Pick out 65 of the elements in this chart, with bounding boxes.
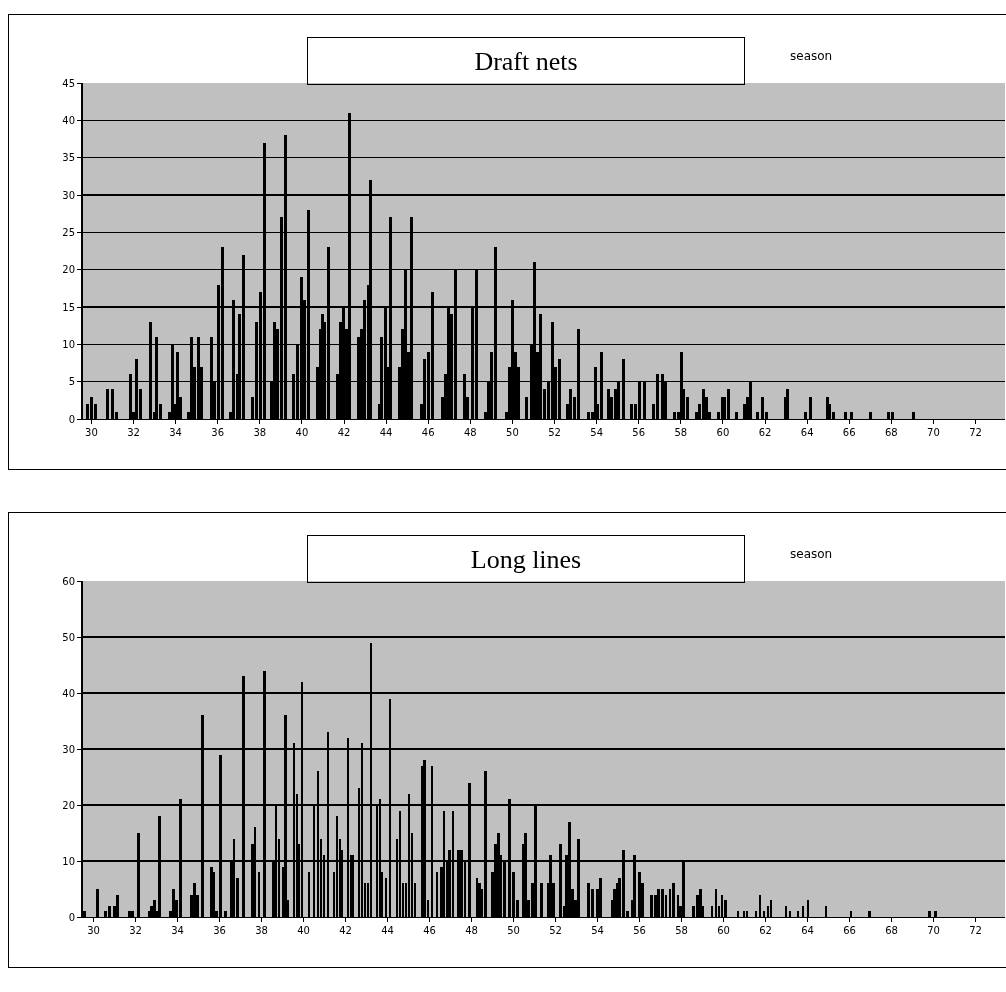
x-tick-label: 38 <box>255 925 268 936</box>
x-tick-label: 50 <box>507 925 520 936</box>
y-tick-label: 20 <box>62 264 75 276</box>
x-tick-label: 32 <box>127 427 140 438</box>
y-tick-label: 40 <box>62 687 75 699</box>
x-tick-label: 38 <box>253 427 267 438</box>
x-tick-label: 30 <box>85 427 98 438</box>
chart-title: Draft nets <box>474 46 578 76</box>
x-tick-label: 64 <box>801 925 814 936</box>
x-tick-label: 30 <box>87 925 100 936</box>
y-tick-label: 50 <box>62 631 75 643</box>
x-tick-label: 56 <box>632 427 646 438</box>
x-tick-label: 52 <box>549 925 562 936</box>
x-tick-label: 58 <box>675 925 688 936</box>
x-tick-label: 68 <box>885 925 898 936</box>
x-tick-label: 44 <box>379 427 393 438</box>
y-tick-label: 45 <box>62 77 75 89</box>
x-tick-label: 72 <box>969 427 982 438</box>
y-tick-label: 25 <box>62 226 75 238</box>
y-tick-label: 60 <box>62 575 75 587</box>
x-tick-label: 40 <box>295 427 309 438</box>
x-tick-label: 62 <box>759 925 772 936</box>
x-tick-label: 52 <box>548 427 561 438</box>
x-tick-label: 68 <box>884 427 898 438</box>
x-tick-label: 60 <box>716 427 730 438</box>
y-tick-label: 40 <box>62 114 75 126</box>
x-tick-label: 66 <box>843 925 856 936</box>
x-tick-label: 36 <box>213 925 226 936</box>
x-tick-label: 42 <box>337 427 351 438</box>
x-tick-label: 50 <box>506 427 519 438</box>
y-tick-label: 20 <box>62 799 75 811</box>
y-tick-label: 30 <box>62 743 75 755</box>
x-tick-label: 56 <box>633 925 646 936</box>
y-tick-label: 0 <box>68 413 75 425</box>
x-tick-label: 36 <box>211 427 225 438</box>
x-tick-label: 32 <box>129 925 142 936</box>
y-tick-label: 0 <box>68 911 75 923</box>
x-tick-label: 64 <box>800 427 814 438</box>
x-tick-label: 60 <box>717 925 730 936</box>
y-tick-label: 10 <box>62 855 75 867</box>
x-tick-label: 40 <box>297 925 310 936</box>
y-tick-label: 30 <box>62 189 75 201</box>
x-tick-label: 34 <box>169 427 182 438</box>
x-tick-label: 46 <box>423 925 436 936</box>
x-tick-label: 54 <box>591 925 604 936</box>
x-tick-label: 72 <box>969 925 982 936</box>
x-tick-label: 58 <box>674 427 688 438</box>
x-tick-label: 34 <box>171 925 184 936</box>
text: season <box>790 547 833 561</box>
y-tick-label: 10 <box>62 338 75 350</box>
x-tick-label: 42 <box>339 925 352 936</box>
y-tick-label: 15 <box>62 301 75 313</box>
x-tick-label: 44 <box>381 925 394 936</box>
x-tick-label: 70 <box>927 925 940 936</box>
y-tick-label: 35 <box>62 152 75 164</box>
chart-title: Long lines <box>470 544 582 574</box>
text: season <box>790 49 833 63</box>
y-tick-label: 5 <box>68 376 75 388</box>
x-tick-label: 48 <box>463 427 477 438</box>
x-tick-label: 54 <box>590 427 603 438</box>
x-tick-label: 70 <box>927 427 940 438</box>
x-tick-label: 48 <box>465 925 478 936</box>
x-tick-label: 46 <box>421 427 435 438</box>
x-tick-label: 62 <box>758 427 772 438</box>
x-tick-label: 66 <box>842 427 856 438</box>
